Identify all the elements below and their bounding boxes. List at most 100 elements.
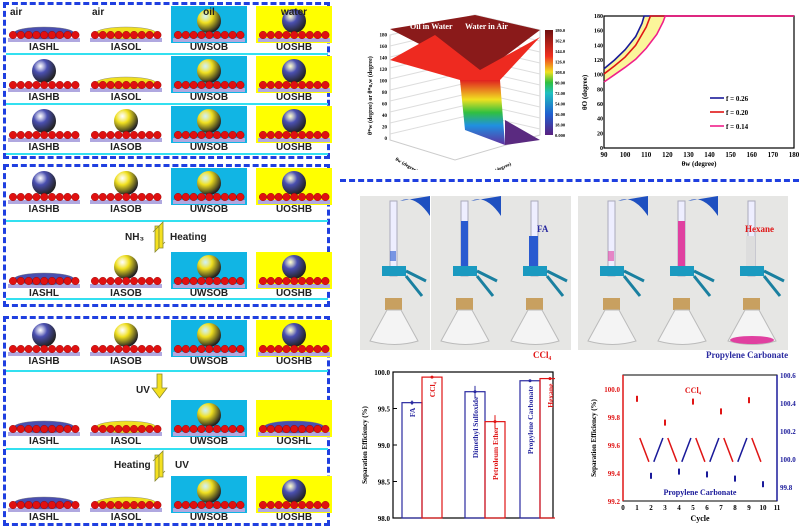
particle xyxy=(205,193,214,202)
particle xyxy=(290,193,299,202)
x-tick-label: 110 xyxy=(641,151,652,159)
legend-label: f = 0.20 xyxy=(726,109,749,117)
particle xyxy=(32,31,41,40)
bar-label: Propylene Carbonate xyxy=(526,385,535,454)
substrate xyxy=(258,352,330,356)
y2-tick-label: 99.8 xyxy=(780,484,793,492)
particle xyxy=(321,81,330,90)
particle xyxy=(63,131,72,140)
wetting-state-cell: IASOL xyxy=(88,56,164,104)
oil-droplet-icon xyxy=(197,403,221,427)
particle xyxy=(313,425,322,434)
y-tick-label: 99.8 xyxy=(608,414,621,422)
cycle-chart: 99.2 99.4 99.6 99.8 100.0 99.8 100.0 100.2 100.4… xyxy=(590,372,796,523)
water-droplet-icon xyxy=(282,59,306,83)
particle xyxy=(55,425,64,434)
colorbar xyxy=(545,30,553,135)
particle xyxy=(122,277,131,286)
bar-label: FA xyxy=(408,407,417,417)
substrate xyxy=(8,38,80,42)
wetting-state-cell: UOSHB xyxy=(256,168,332,216)
particle xyxy=(298,501,307,510)
y-tick-label: 98.5 xyxy=(378,479,391,487)
y-tick-label: 98.0 xyxy=(378,515,391,523)
particle xyxy=(228,131,237,140)
particle xyxy=(274,345,283,354)
x-tick-label: 11 xyxy=(774,504,781,512)
reversible-arrow-icon xyxy=(152,221,166,253)
particle xyxy=(122,131,131,140)
heating-label-2: Heating xyxy=(114,460,151,471)
state-label: IASOB xyxy=(110,356,142,367)
z-tick-label: 100 xyxy=(380,80,388,85)
particle xyxy=(40,193,49,202)
state-label: UWSOB xyxy=(189,142,229,153)
particle xyxy=(274,31,283,40)
particle xyxy=(98,345,107,354)
particle xyxy=(122,345,131,354)
surface-top xyxy=(390,15,540,75)
particle xyxy=(321,131,330,140)
oil-droplet-icon xyxy=(114,109,138,133)
substrate xyxy=(90,508,162,512)
state-label: UWSOB xyxy=(189,204,229,215)
substrate xyxy=(90,138,162,142)
wetting-state-cell: UOSHB water xyxy=(256,6,332,54)
droplet-illustration xyxy=(258,420,330,436)
particle xyxy=(313,81,322,90)
separation-photo xyxy=(431,196,501,350)
bar-label: Dimethyl Sulfoxide xyxy=(471,396,480,458)
particle xyxy=(98,31,107,40)
y-tick-label: 99.0 xyxy=(378,442,391,450)
z-tick-label: 40 xyxy=(382,114,388,119)
particle xyxy=(122,31,131,40)
droplet-illustration xyxy=(173,323,245,356)
particle xyxy=(122,193,131,202)
particle xyxy=(197,81,206,90)
particle xyxy=(321,31,330,40)
oil-droplet-icon xyxy=(197,59,221,83)
y-tick-label: 99.4 xyxy=(608,470,621,478)
legend-label: f = 0.14 xyxy=(726,123,749,131)
particle xyxy=(63,193,72,202)
particle xyxy=(114,501,123,510)
particle xyxy=(145,425,154,434)
oil-droplet-icon xyxy=(197,255,221,279)
particle xyxy=(32,345,41,354)
particle xyxy=(236,501,245,510)
bar-label: Hexane xyxy=(546,383,555,408)
water-droplet-icon xyxy=(32,323,56,347)
wetting-state-cell: UWSOB xyxy=(171,168,247,216)
substrate xyxy=(173,352,245,356)
particle xyxy=(290,425,299,434)
particle xyxy=(9,193,17,202)
particle xyxy=(32,425,41,434)
particle xyxy=(197,425,206,434)
particle xyxy=(16,131,25,140)
series-line xyxy=(603,15,794,83)
droplet-illustration xyxy=(173,109,245,142)
state-label: IASHB xyxy=(28,356,60,367)
particle xyxy=(290,501,299,510)
medium-label: oil xyxy=(203,7,215,18)
state-label: IASOB xyxy=(110,288,142,299)
state-label: UOSHB xyxy=(275,356,313,367)
trend-arrow-icon xyxy=(709,437,720,463)
substrate xyxy=(8,432,80,436)
trend-arrow-icon xyxy=(667,437,678,463)
bar-marker xyxy=(410,401,414,405)
particle xyxy=(55,277,64,286)
bar-label: CCl₄ xyxy=(428,381,437,397)
wetting-state-cell: UWSOB xyxy=(171,56,247,104)
x-axis-label: θw (degree) xyxy=(394,157,418,170)
state-label: UOSHB xyxy=(275,42,313,53)
wetting-state-cell: UOSHB xyxy=(256,476,332,524)
particle xyxy=(71,81,80,90)
wetting-state-cell: IASOB xyxy=(88,252,164,300)
y-tick-label: 20 xyxy=(597,131,603,137)
separation-efficiency-bar-chart: 98.0 98.5 99.0 99.5 100.0 Separation Efficien… xyxy=(361,369,555,523)
medium-label: air xyxy=(10,7,23,18)
particle xyxy=(48,501,57,510)
substrate xyxy=(8,284,80,288)
wetting-state-cell: IASOL xyxy=(88,476,164,524)
